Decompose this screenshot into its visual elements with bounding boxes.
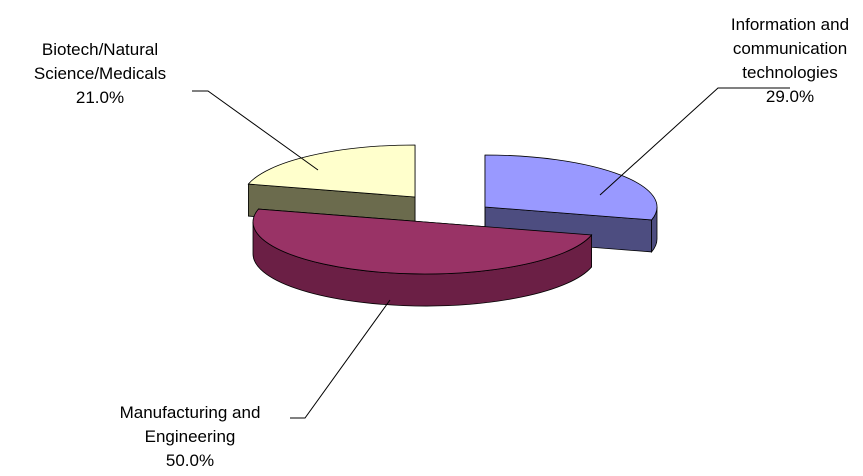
slice-labels: Information and communication technologies… [34, 15, 849, 470]
slice-label-1-line-1: Engineering [145, 427, 236, 446]
slice-percent-2: 21.0% [76, 88, 124, 107]
pie-slice-2 [247, 144, 416, 198]
slice-label-0-line-1: communication [733, 39, 847, 58]
leader-lines [192, 87, 790, 419]
slice-label-2-line-0: Biotech/Natural [42, 40, 158, 59]
slice-label-1-line-0: Manufacturing and [120, 403, 261, 422]
pie-slice-0 [484, 154, 658, 221]
slice-label-0-line-2: technologies [742, 63, 837, 82]
leader-line-1 [290, 299, 391, 419]
leader-line-2 [192, 90, 319, 171]
pie-slice-1 [252, 208, 593, 275]
slice-label-2-line-1: Science/Medicals [34, 64, 166, 83]
leader-line-0 [599, 87, 790, 196]
slice-label-0-line-0: Information and [731, 15, 849, 34]
pie-slices [247, 144, 658, 275]
slice-percent-1: 50.0% [166, 451, 214, 470]
slice-percent-0: 29.0% [766, 87, 814, 106]
